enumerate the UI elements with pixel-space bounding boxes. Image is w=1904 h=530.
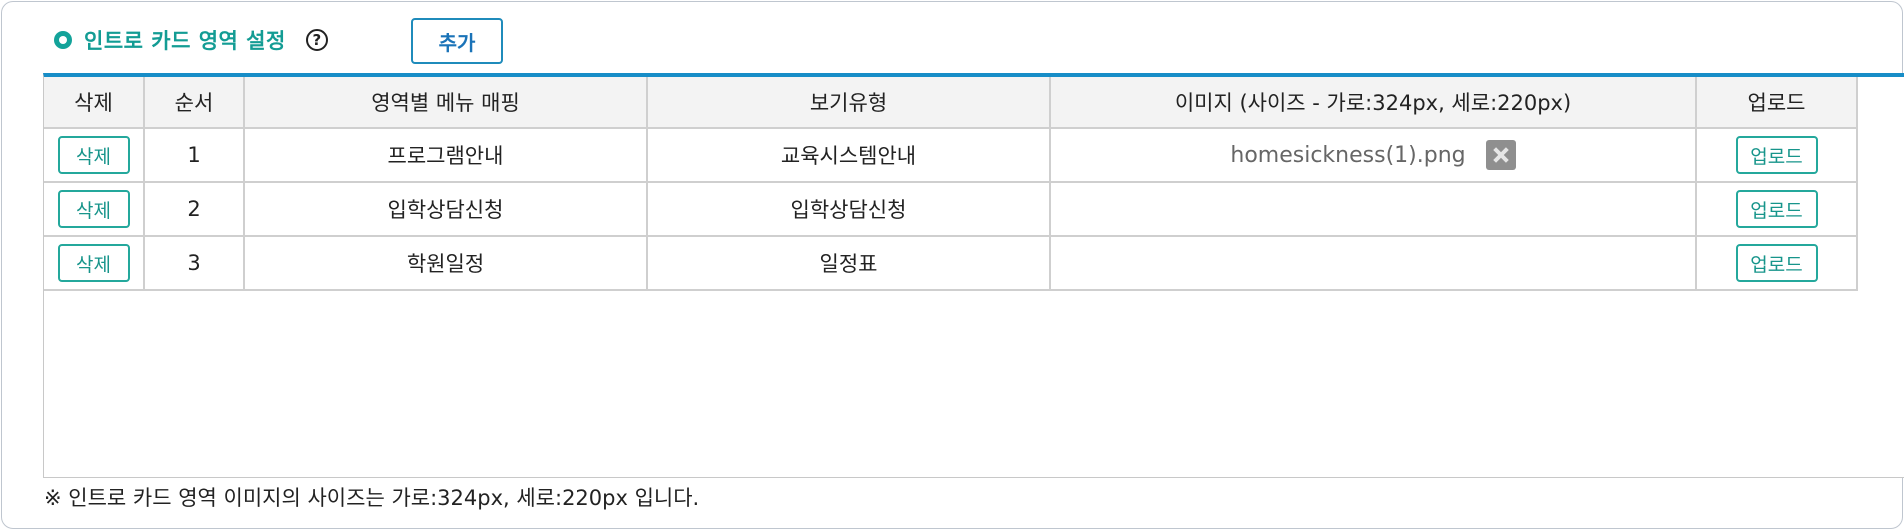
order-cell: 1 xyxy=(143,127,245,183)
image-size-footnote: ※ 인트로 카드 영역 이미지의 사이즈는 가로:324px, 세로:220px… xyxy=(44,486,700,510)
image-cell xyxy=(1049,181,1697,237)
help-icon[interactable]: ? xyxy=(305,29,328,51)
upload-button[interactable]: 업로드 xyxy=(1735,136,1818,174)
intro-card-table-container: 삭제 순서 영역별 메뉴 매핑 보기유형 이미지 (사이즈 - 가로:324px… xyxy=(43,73,1904,478)
section-header: 인트로 카드 영역 설정 ? xyxy=(54,22,328,58)
column-header-order: 순서 xyxy=(143,77,245,129)
column-header-view-type: 보기유형 xyxy=(646,77,1051,129)
add-button[interactable]: 추가 xyxy=(411,18,503,64)
delete-cell: 삭제 xyxy=(44,127,145,183)
column-header-menu-mapping: 영역별 메뉴 매핑 xyxy=(243,77,648,129)
upload-cell: 업로드 xyxy=(1695,235,1858,291)
upload-button[interactable]: 업로드 xyxy=(1735,190,1818,228)
order-cell: 3 xyxy=(143,235,245,291)
delete-cell: 삭제 xyxy=(44,181,145,237)
upload-cell: 업로드 xyxy=(1695,127,1858,183)
image-file-link[interactable]: homesickness(1).png xyxy=(1230,142,1466,168)
table-header-row: 삭제 순서 영역별 메뉴 매핑 보기유형 이미지 (사이즈 - 가로:324px… xyxy=(44,77,1858,129)
image-cell xyxy=(1049,235,1697,291)
upload-cell: 업로드 xyxy=(1695,181,1858,237)
column-header-image: 이미지 (사이즈 - 가로:324px, 세로:220px) xyxy=(1049,77,1697,129)
table-row: 삭제 2 입학상담신청 입학상담신청 업로드 xyxy=(44,181,1858,237)
remove-file-icon[interactable] xyxy=(1485,140,1516,170)
column-header-upload: 업로드 xyxy=(1695,77,1858,129)
menu-cell: 학원일정 xyxy=(243,235,648,291)
delete-button[interactable]: 삭제 xyxy=(57,244,130,282)
table-row: 삭제 3 학원일정 일정표 업로드 xyxy=(44,235,1858,291)
table-row: 삭제 1 프로그램안내 교육시스템안내 homesickness(1).png … xyxy=(44,127,1858,183)
delete-button[interactable]: 삭제 xyxy=(57,136,130,174)
menu-cell: 입학상담신청 xyxy=(243,181,648,237)
radio-bullet-icon xyxy=(54,31,72,49)
view-type-cell: 입학상담신청 xyxy=(646,181,1051,237)
menu-cell: 프로그램안내 xyxy=(243,127,648,183)
image-cell: homesickness(1).png xyxy=(1049,127,1697,183)
image-file-wrapper: homesickness(1).png xyxy=(1230,140,1516,170)
upload-button[interactable]: 업로드 xyxy=(1735,244,1818,282)
column-header-delete: 삭제 xyxy=(44,77,145,129)
delete-button[interactable]: 삭제 xyxy=(57,190,130,228)
view-type-cell: 일정표 xyxy=(646,235,1051,291)
delete-cell: 삭제 xyxy=(44,235,145,291)
section-title: 인트로 카드 영역 설정 xyxy=(84,29,286,53)
view-type-cell: 교육시스템안내 xyxy=(646,127,1051,183)
order-cell: 2 xyxy=(143,181,245,237)
intro-card-table: 삭제 순서 영역별 메뉴 매핑 보기유형 이미지 (사이즈 - 가로:324px… xyxy=(44,77,1858,291)
